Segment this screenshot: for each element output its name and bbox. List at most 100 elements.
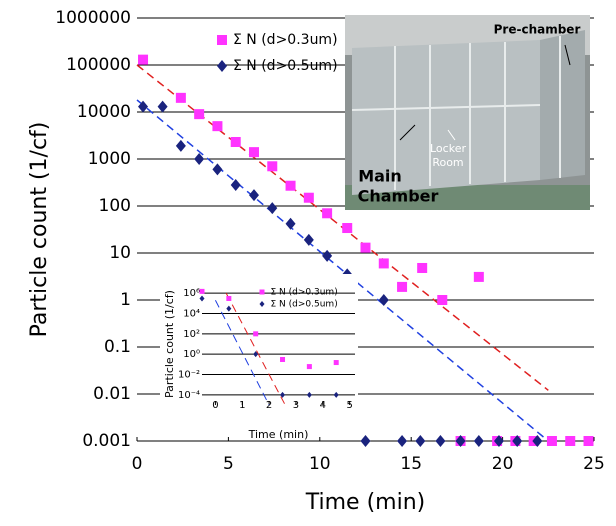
y-tick-label: 10⁻² <box>178 370 200 381</box>
y-tick-label: 1000 <box>88 149 131 169</box>
photo-label: Main <box>358 167 402 186</box>
point <box>226 295 232 301</box>
point <box>280 391 286 398</box>
point <box>435 435 446 447</box>
x-axis-label: Time (min) <box>248 428 309 441</box>
point <box>306 364 312 370</box>
arrow <box>447 129 456 141</box>
y-axis-label: Particle count (1/cf) <box>163 290 176 398</box>
y-tick-label: 0.1 <box>104 337 131 357</box>
arrow <box>564 44 571 66</box>
photo-label: Pre-chamber <box>494 23 581 37</box>
x-tick-label: 20 <box>492 454 514 474</box>
y-axis-label: Particle count (1/cf) <box>27 122 52 338</box>
point <box>360 242 371 253</box>
y-tick-label: 10² <box>183 329 200 340</box>
point <box>473 271 484 282</box>
y-tick-label: 10⁰ <box>183 349 200 360</box>
x-tick-label: 4 <box>320 400 326 411</box>
point <box>565 436 576 446</box>
x-tick-label: 15 <box>400 454 422 474</box>
point <box>397 281 408 292</box>
point <box>285 180 296 191</box>
point <box>267 161 278 172</box>
point <box>333 391 339 398</box>
y-tick-label: 10⁴ <box>183 309 200 320</box>
point <box>212 163 223 176</box>
point <box>322 249 333 262</box>
point <box>230 136 241 147</box>
point <box>583 436 594 446</box>
point <box>138 54 149 65</box>
point <box>455 435 466 447</box>
y-tick-label: 10⁶ <box>183 288 200 299</box>
legend-label: Σ N (d>0.3um) <box>271 288 338 298</box>
point <box>157 100 168 113</box>
x-tick-label: 25 <box>583 454 605 474</box>
point <box>303 233 314 246</box>
point <box>397 435 408 447</box>
point <box>194 109 205 120</box>
chamber-front <box>352 40 540 195</box>
y-tick-label: 100 <box>99 196 131 216</box>
point <box>230 178 241 191</box>
point <box>306 391 312 398</box>
point <box>378 294 389 306</box>
legend-label: Σ N (d>0.5um) <box>271 300 338 310</box>
point <box>248 189 259 202</box>
point <box>138 100 149 113</box>
y-tick-label: 10⁻⁴ <box>178 390 200 401</box>
x-tick-label: 2 <box>266 400 272 411</box>
point <box>333 360 339 366</box>
x-tick-label: 10 <box>309 454 331 474</box>
point <box>322 208 333 219</box>
y-tick-label: 100000 <box>66 55 131 75</box>
point <box>259 301 265 307</box>
trend-line <box>136 99 549 442</box>
point <box>226 305 232 312</box>
point <box>267 202 278 215</box>
chamber-side <box>540 30 585 180</box>
x-axis-label: Time (min) <box>305 490 426 515</box>
point <box>417 262 428 273</box>
x-tick-label: 5 <box>223 454 234 474</box>
photo-label: Room <box>432 156 463 169</box>
point <box>512 435 523 447</box>
x-tick-label: 1 <box>239 400 245 411</box>
y-tick-label: 10 <box>109 243 131 263</box>
point <box>303 192 314 203</box>
y-tick-label: 1 <box>120 290 131 310</box>
photo: Pre-chamber Locker Room Main Chamber <box>345 15 590 210</box>
point <box>342 223 353 234</box>
arrow <box>399 124 416 141</box>
y-tick-label: 10000 <box>77 102 131 122</box>
x-tick-label: 5 <box>346 400 352 411</box>
inset-bg <box>160 274 358 420</box>
point <box>360 435 371 447</box>
trend-line <box>214 300 270 406</box>
point <box>253 331 259 337</box>
inset-plot: 10⁻⁴ 10⁻² 10⁰ 10² 10⁴ 10⁶ 0 1 2 3 4 5 Time (min) Part… <box>160 274 358 441</box>
trend-line <box>225 292 286 406</box>
photo-label: Locker <box>430 142 466 155</box>
point <box>378 258 389 269</box>
point <box>175 92 186 103</box>
point <box>199 295 205 302</box>
x-tick-label: 3 <box>293 400 299 411</box>
photo-label: Chamber <box>358 187 439 206</box>
point <box>248 147 259 158</box>
frame <box>351 36 561 190</box>
legend-label: Σ N (d>0.5um) <box>233 58 338 74</box>
y-tick-label: 0.01 <box>93 384 131 404</box>
point <box>253 351 259 358</box>
point <box>194 153 205 165</box>
point <box>473 435 484 447</box>
point <box>212 121 223 132</box>
point <box>493 435 504 447</box>
y-tick-label: 0.001 <box>82 431 131 451</box>
point <box>217 35 227 45</box>
point <box>217 60 227 72</box>
point <box>280 356 286 362</box>
point <box>259 289 265 295</box>
